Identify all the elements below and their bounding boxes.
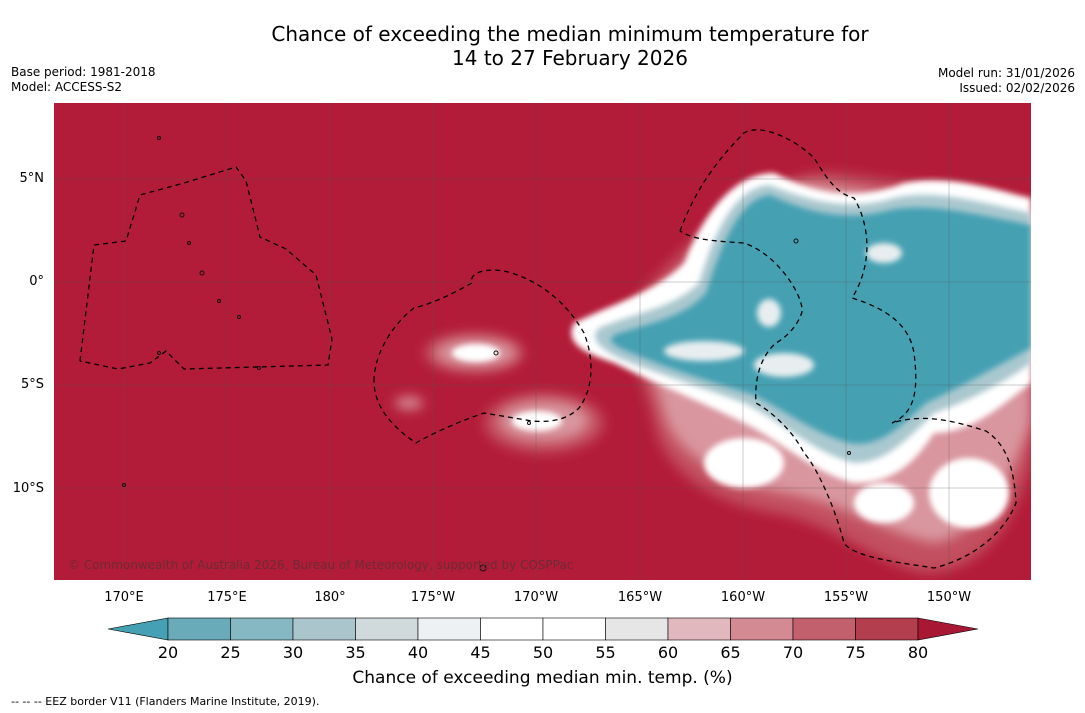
lat-tick-label: 5°S <box>20 377 44 392</box>
colorbar-label: 60 <box>657 643 679 662</box>
colorbar-extend-low <box>108 617 169 641</box>
colorbar-segment <box>855 617 919 641</box>
colorbar-label: 80 <box>907 643 929 662</box>
lon-tick-label: 165°W <box>617 590 663 605</box>
meta-left: Base period: 1981-2018 Model: ACCESS-S2 <box>11 65 156 95</box>
lat-tick-label: 10°S <box>12 481 44 496</box>
colorbar-label: 35 <box>345 643 366 662</box>
issued-label: Issued: 02/02/2026 <box>959 81 1075 95</box>
colorbar-segment <box>730 617 794 641</box>
page-title: Chance of exceeding the median minimum t… <box>0 22 1085 70</box>
title-line-1: Chance of exceeding the median minimum t… <box>271 22 869 46</box>
colorbar-label: 25 <box>220 643 241 662</box>
title-line-2: 14 to 27 February 2026 <box>452 46 688 70</box>
light-spots <box>664 243 902 377</box>
copyright-notice: © Commonwealth of Australia 2026, Bureau… <box>68 558 574 572</box>
lat-tick-label: 0° <box>29 274 44 289</box>
model-label: Model: ACCESS-S2 <box>11 80 123 94</box>
colorbar-label: 70 <box>782 643 804 662</box>
colorbar-segment <box>480 617 544 641</box>
colorbar-segments <box>108 617 978 641</box>
eez-footnote: -- -- -- EEZ border V11 (Flanders Marine… <box>11 695 320 708</box>
colorbar-segment <box>667 617 731 641</box>
graticule <box>54 103 1031 580</box>
eez-borders <box>79 129 1017 569</box>
colorbar-segment <box>417 617 481 641</box>
lon-tick-label: 175°E <box>207 590 247 605</box>
colorbar-label: 50 <box>532 643 554 662</box>
colorbar-segment <box>292 617 356 641</box>
colorbar-label: 45 <box>470 643 491 662</box>
colorbar-label: 30 <box>282 643 304 662</box>
colorbar-segment <box>167 617 231 641</box>
colorbar-extend-high <box>917 617 978 641</box>
colorbar-segment <box>792 617 856 641</box>
lon-tick-label: 170°W <box>513 590 559 605</box>
colorbar-segment <box>542 617 606 641</box>
lon-tick-label: 155°W <box>823 590 869 605</box>
colorbar-segment <box>605 617 669 641</box>
lon-tick-label: 170°E <box>104 590 144 605</box>
colorbar-segment <box>230 617 294 641</box>
colorbar <box>108 617 978 641</box>
colorbar-label: 20 <box>157 643 179 662</box>
lat-tick-label: 5°N <box>19 171 45 186</box>
lon-tick-label: 175°W <box>410 590 456 605</box>
colorbar-title: Chance of exceeding median min. temp. (%… <box>352 668 733 688</box>
colorbar-label: 40 <box>407 643 429 662</box>
colorbar-segment <box>355 617 419 641</box>
lon-tick-label: 150°W <box>926 590 972 605</box>
forecast-map <box>54 103 1031 580</box>
model-run-label: Model run: 31/01/2026 <box>937 66 1075 80</box>
cool-strong-region <box>611 195 1031 444</box>
lon-tick-label: 160°W <box>720 590 766 605</box>
colorbar-label: 55 <box>595 643 616 662</box>
meta-right: Model run: 31/01/2026 Issued: 02/02/2026 <box>938 66 1075 96</box>
lon-tick-label: 180° <box>314 590 346 605</box>
colorbar-label: 65 <box>720 643 741 662</box>
islands <box>122 136 851 572</box>
colorbar-label: 75 <box>845 643 866 662</box>
base-period-label: Base period: 1981-2018 <box>11 65 156 79</box>
